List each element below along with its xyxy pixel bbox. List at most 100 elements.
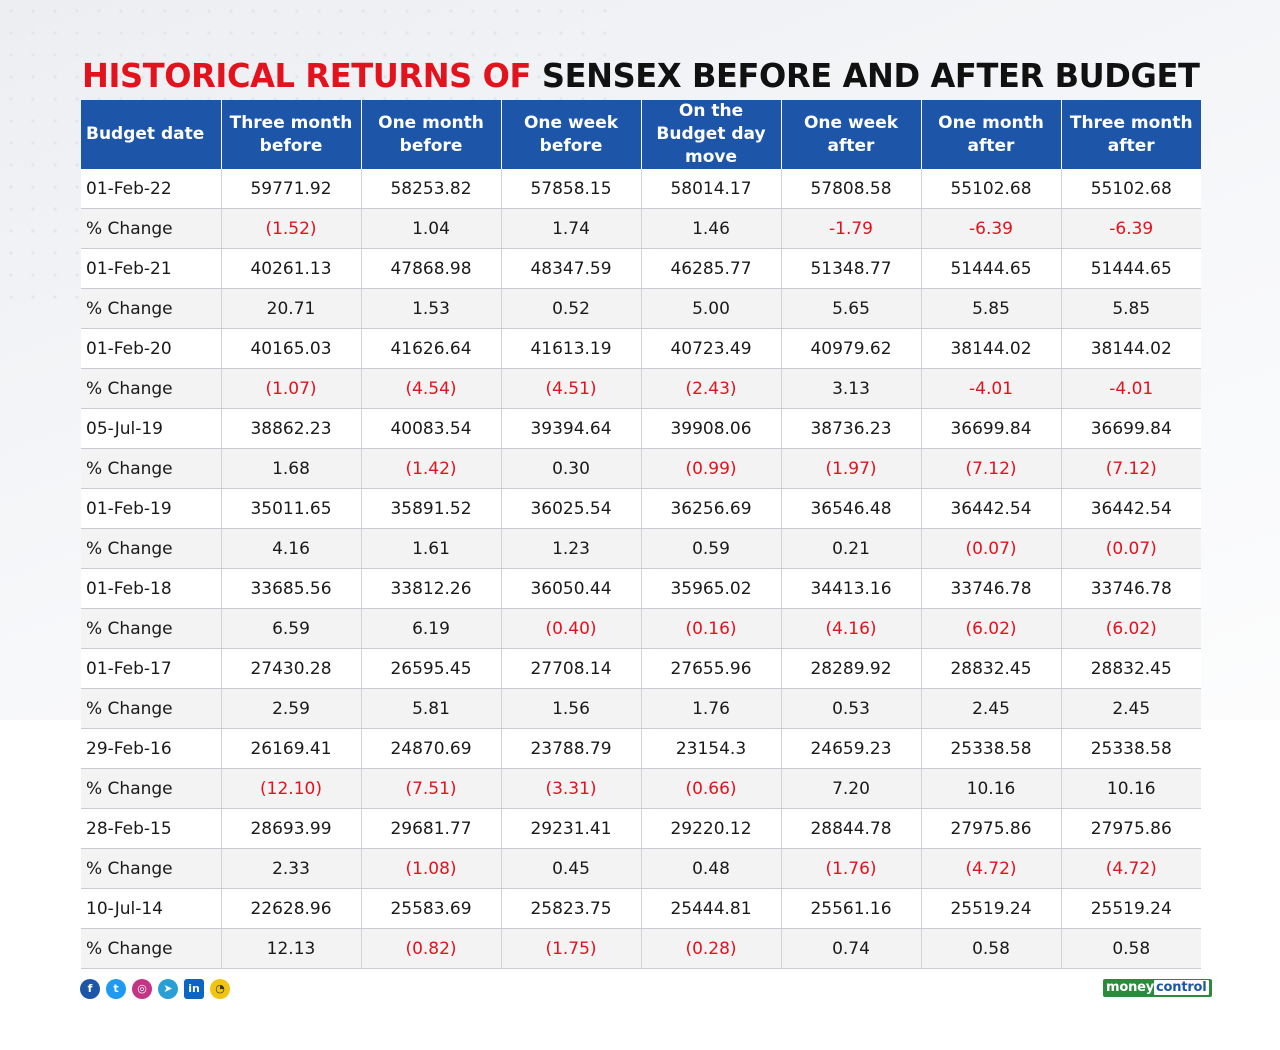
table-cell: 25823.75 [500,888,641,929]
table-row: 29-Feb-16 26169.41 24870.69 23788.79 23154.3… [81,728,1201,769]
table-cell: 26169.41 [220,728,361,769]
table-cell: (1.76) [780,848,921,889]
table-cell: 27655.96 [640,648,781,689]
table-row: 01-Feb-19 35011.65 35891.52 36025.54 36256.6… [81,488,1201,529]
table-cell: 51444.65 [1060,248,1201,289]
table-cell: (4.72) [1060,848,1201,889]
table-cell: -1.79 [780,208,921,249]
table-row: % Change 6.59 6.19 (0.40) (0.16) (4.16) (6.02)… [81,608,1201,649]
table-cell: 25444.81 [640,888,781,929]
row-label: % Change [81,688,221,729]
table-row: % Change (1.07) (4.54) (4.51) (2.43) 3.13 -4.0… [81,368,1201,409]
returns-table: Budget date Three month before One month b… [81,100,1201,969]
table-cell: 47868.98 [360,248,501,289]
table-cell: 41613.19 [500,328,641,369]
table-cell: 40723.49 [640,328,781,369]
table-cell: 0.30 [500,448,641,489]
table-cell: (12.10) [220,768,361,809]
table-cell: 40979.62 [780,328,921,369]
row-label: 10-Jul-14 [81,888,221,929]
table-cell: 28832.45 [920,648,1061,689]
logo-part-money: money [1106,980,1155,995]
linkedin-icon[interactable]: in [184,979,204,999]
table-cell: 27430.28 [220,648,361,689]
table-cell: 25561.16 [780,888,921,929]
table-cell: 36256.69 [640,488,781,529]
table-cell: 0.58 [1060,928,1201,969]
table-cell: 1.68 [220,448,361,489]
table-cell: 40083.54 [360,408,501,449]
table-cell: 27975.86 [1060,808,1201,849]
table-cell: 39908.06 [640,408,781,449]
table-cell: 35891.52 [360,488,501,529]
table-row: % Change 4.16 1.61 1.23 0.59 0.21 (0.07) (0.07) [81,528,1201,569]
table-cell: 51444.65 [920,248,1061,289]
table-cell: 40165.03 [220,328,361,369]
table-cell: 1.74 [500,208,641,249]
twitter-icon[interactable]: t [106,979,126,999]
table-cell: 51348.77 [780,248,921,289]
row-label: 01-Feb-18 [81,568,221,609]
table-cell: 25519.24 [920,888,1061,929]
table-row: % Change 12.13 (0.82) (1.75) (0.28) 0.74 0.58 0… [81,928,1201,969]
table-cell: 10.16 [920,768,1061,809]
row-label: % Change [81,288,221,329]
table-cell: 38144.02 [920,328,1061,369]
table-cell: 1.04 [360,208,501,249]
table-cell: 0.48 [640,848,781,889]
table-cell: 40261.13 [220,248,361,289]
row-label: % Change [81,528,221,569]
table-cell: 55102.68 [920,169,1061,209]
koo-icon[interactable]: ◔ [210,979,230,999]
row-label: 01-Feb-17 [81,648,221,689]
telegram-icon[interactable]: ➤ [158,979,178,999]
table-cell: 25583.69 [360,888,501,929]
table-cell: 5.85 [920,288,1061,329]
table-cell: 29231.41 [500,808,641,849]
table-row: 01-Feb-22 59771.92 58253.82 57858.15 58014.1… [81,169,1201,209]
instagram-icon[interactable]: ◎ [132,979,152,999]
table-cell: (6.02) [920,608,1061,649]
table-cell: 4.16 [220,528,361,569]
table-cell: (0.16) [640,608,781,649]
table-cell: 36442.54 [1060,488,1201,529]
table-cell: (3.31) [500,768,641,809]
table-cell: (1.75) [500,928,641,969]
column-header: One month after [920,100,1061,169]
table-cell: -6.39 [1060,208,1201,249]
table-cell: (4.16) [780,608,921,649]
table-cell: 5.85 [1060,288,1201,329]
table-cell: 28844.78 [780,808,921,849]
table-cell: -6.39 [920,208,1061,249]
table-cell: -4.01 [1060,368,1201,409]
table-cell: 25338.58 [920,728,1061,769]
table-row: % Change 1.68 (1.42) 0.30 (0.99) (1.97) (7.12)… [81,448,1201,489]
table-row: 01-Feb-18 33685.56 33812.26 36050.44 35965.0… [81,568,1201,609]
table-cell: 25338.58 [1060,728,1201,769]
title-highlight: HISTORICAL RETURNS OF [82,56,532,95]
facebook-icon[interactable]: f [80,979,100,999]
row-label: % Change [81,608,221,649]
table-cell: (6.02) [1060,608,1201,649]
table-cell: (0.82) [360,928,501,969]
table-cell: 36546.48 [780,488,921,529]
table-row: % Change 2.59 5.81 1.56 1.76 0.53 2.45 2.45 [81,688,1201,729]
table-cell: 28289.92 [780,648,921,689]
table-cell: 5.81 [360,688,501,729]
table-cell: 58014.17 [640,169,781,209]
table-row: 01-Feb-20 40165.03 41626.64 41613.19 40723.4… [81,328,1201,369]
table-cell: 6.59 [220,608,361,649]
table-row: 01-Feb-21 40261.13 47868.98 48347.59 46285.7… [81,248,1201,289]
table-cell: 2.45 [920,688,1061,729]
table-cell: 24659.23 [780,728,921,769]
table-cell: 1.53 [360,288,501,329]
table-cell: 1.61 [360,528,501,569]
table-cell: (0.07) [920,528,1061,569]
table-cell: 29681.77 [360,808,501,849]
table-cell: (0.28) [640,928,781,969]
table-cell: 2.59 [220,688,361,729]
table-cell: 59771.92 [220,169,361,209]
table-cell: (1.42) [360,448,501,489]
table-cell: 35965.02 [640,568,781,609]
table-row: 28-Feb-15 28693.99 29681.77 29231.41 29220.1… [81,808,1201,849]
